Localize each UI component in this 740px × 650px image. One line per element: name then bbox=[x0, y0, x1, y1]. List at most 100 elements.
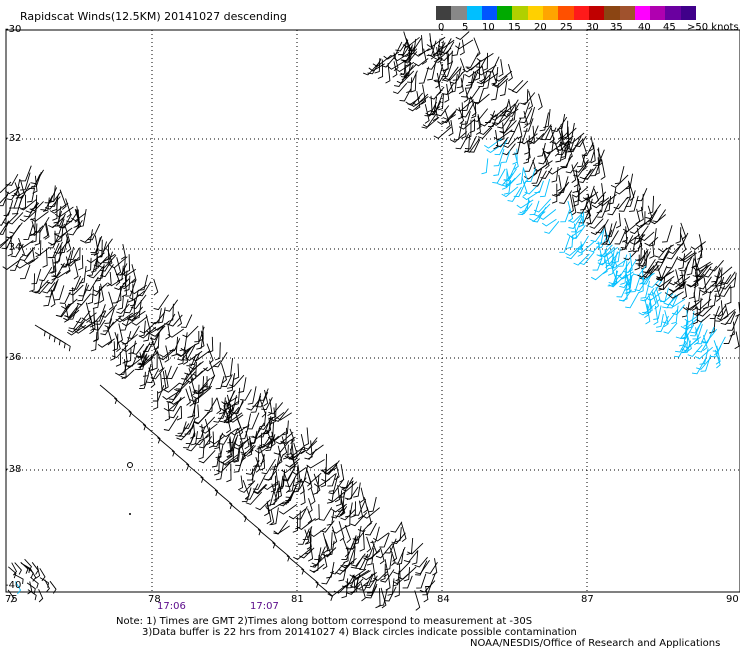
wind-barb bbox=[78, 255, 84, 271]
wind-barb bbox=[47, 234, 60, 249]
wind-barb bbox=[341, 481, 358, 492]
wind-barb bbox=[491, 116, 508, 126]
wind-barb bbox=[435, 105, 450, 117]
wind-barb bbox=[537, 93, 543, 111]
wind-barb bbox=[305, 444, 324, 456]
wind-barb bbox=[44, 579, 50, 593]
wind-barb bbox=[134, 300, 142, 320]
wind-barb bbox=[413, 48, 430, 57]
wind-barb bbox=[524, 157, 536, 172]
wind-barb bbox=[158, 348, 177, 361]
wind-barb bbox=[111, 344, 129, 359]
wind-barb bbox=[153, 308, 162, 324]
wind-barb bbox=[640, 280, 651, 299]
wind-barb bbox=[402, 36, 420, 48]
wind-barb bbox=[114, 397, 132, 418]
wind-barb bbox=[300, 434, 306, 455]
legend-swatch bbox=[481, 6, 498, 20]
wind-barb bbox=[647, 205, 653, 223]
wind-barb bbox=[586, 209, 602, 225]
wind-barb bbox=[722, 271, 736, 285]
wind-barb bbox=[690, 321, 703, 337]
wind-barb bbox=[198, 440, 205, 460]
wind-barb bbox=[531, 168, 543, 184]
wind-barb bbox=[61, 298, 78, 310]
wind-barb bbox=[476, 53, 494, 62]
wind-barb bbox=[501, 150, 511, 163]
wind-barb bbox=[128, 410, 147, 431]
wind-barb bbox=[581, 142, 594, 157]
wind-barb bbox=[2, 212, 19, 225]
wind-barb bbox=[14, 182, 21, 199]
legend-label: 30 bbox=[586, 22, 599, 33]
wind-barb bbox=[663, 310, 669, 328]
wind-barb bbox=[120, 244, 126, 260]
wind-barb bbox=[653, 254, 668, 271]
wind-barb bbox=[167, 303, 174, 322]
wind-barb bbox=[573, 159, 589, 173]
wind-barb bbox=[410, 72, 417, 93]
wind-barb bbox=[306, 471, 313, 491]
wind-barb bbox=[554, 181, 570, 197]
wind-barb bbox=[193, 378, 211, 393]
wind-barb bbox=[490, 105, 509, 118]
wind-barb bbox=[49, 193, 60, 207]
wind-barb bbox=[42, 282, 56, 294]
wind-barb bbox=[30, 568, 37, 582]
wind-barb bbox=[15, 581, 22, 595]
wind-barb bbox=[273, 481, 280, 501]
wind-barb bbox=[204, 374, 216, 388]
wind-barb bbox=[238, 377, 247, 393]
wind-barb bbox=[74, 247, 81, 262]
wind-barb bbox=[18, 198, 37, 211]
wind-barb bbox=[604, 195, 612, 213]
wind-barb bbox=[453, 121, 463, 141]
wind-barb bbox=[38, 266, 53, 282]
wind-barb bbox=[380, 587, 387, 609]
legend-swatch bbox=[451, 6, 467, 20]
wind-barb bbox=[464, 135, 477, 150]
wind-barb bbox=[6, 173, 19, 186]
wind-barb bbox=[683, 309, 689, 327]
wind-barb bbox=[387, 59, 408, 70]
wind-barb bbox=[452, 66, 462, 81]
wind-barb bbox=[559, 235, 571, 253]
wind-barb bbox=[175, 423, 190, 437]
wind-barb bbox=[14, 562, 22, 575]
wind-barb bbox=[323, 460, 340, 475]
wind-barb bbox=[686, 332, 692, 352]
wind-barb bbox=[507, 63, 513, 82]
wind-barb bbox=[341, 574, 355, 588]
wind-barb bbox=[682, 340, 692, 354]
wind-barb bbox=[165, 323, 171, 340]
wind-barb bbox=[81, 312, 97, 322]
wind-barb bbox=[647, 277, 662, 289]
wind-barb bbox=[125, 348, 132, 363]
wind-barb bbox=[551, 131, 569, 145]
wind-barb bbox=[373, 532, 390, 542]
wind-barb bbox=[227, 373, 236, 389]
wind-barb bbox=[281, 436, 288, 456]
wind-barb bbox=[655, 315, 669, 333]
wind-barb bbox=[152, 350, 158, 371]
wind-barb bbox=[326, 540, 335, 556]
wind-barb bbox=[493, 78, 509, 89]
wind-barb bbox=[395, 527, 402, 543]
wind-barb bbox=[340, 509, 356, 521]
wind-barb bbox=[392, 570, 400, 587]
wind-barb bbox=[102, 318, 113, 332]
wind-barb bbox=[88, 265, 105, 279]
wind-barb bbox=[649, 228, 657, 247]
wind-barb bbox=[566, 244, 583, 260]
wind-barb bbox=[655, 276, 675, 288]
wind-barb bbox=[402, 51, 418, 64]
wind-barb bbox=[269, 509, 275, 526]
wind-barb bbox=[365, 522, 377, 536]
wind-barb bbox=[313, 473, 321, 494]
wind-barb bbox=[259, 411, 267, 428]
wind-barb bbox=[59, 189, 67, 210]
wind-barb bbox=[112, 333, 119, 352]
wind-barb bbox=[23, 223, 34, 241]
wind-barb bbox=[85, 276, 99, 292]
wind-barb bbox=[473, 88, 485, 104]
